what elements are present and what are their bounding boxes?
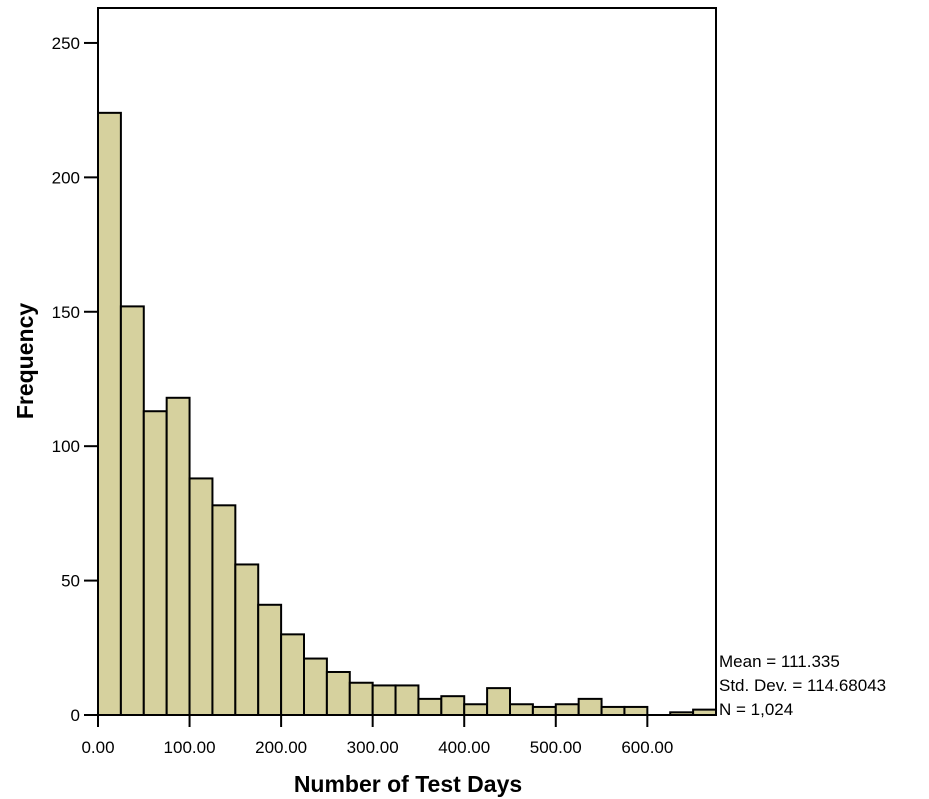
histogram-bar	[577, 697, 603, 717]
stats-std-dev: Std. Dev. = 114.68043	[719, 676, 886, 695]
y-tick-label: 200	[52, 168, 80, 187]
histogram-bar	[348, 681, 374, 717]
histogram-bar	[509, 703, 534, 716]
x-axis-title: Number of Test Days	[294, 771, 522, 797]
summary-statistics: Mean = 111.335 Std. Dev. = 114.68043 N =…	[719, 652, 886, 719]
x-axis: 0.00 100.00 200.00 300.00 400.00 500.00 600.00	[81, 715, 673, 757]
histogram-bar	[211, 504, 237, 716]
y-tick-label: 150	[52, 303, 80, 322]
histogram-bar	[417, 697, 443, 717]
stats-mean: Mean = 111.335	[719, 652, 840, 671]
x-tick-label: 300.00	[347, 738, 399, 757]
histogram-bars	[97, 111, 717, 717]
x-tick-label: 400.00	[438, 738, 490, 757]
histogram-bar	[165, 396, 191, 716]
x-tick-label: 500.00	[530, 738, 582, 757]
histogram-bar	[119, 305, 145, 716]
histogram-bar	[280, 633, 306, 717]
histogram-bar	[463, 703, 489, 716]
histogram-bar	[234, 563, 260, 716]
histogram-bar	[142, 410, 168, 716]
y-tick-label: 100	[52, 437, 80, 456]
histogram-bar	[554, 703, 580, 716]
histogram-bar	[257, 603, 283, 716]
histogram-bar	[486, 687, 512, 716]
plot-frame	[97, 7, 717, 716]
x-tick-label: 200.00	[255, 738, 307, 757]
histogram-bar	[325, 670, 351, 716]
y-tick-label: 0	[71, 706, 80, 725]
y-tick-label: 50	[61, 572, 80, 591]
histogram-bar	[371, 684, 397, 717]
histogram-bar	[97, 111, 122, 716]
histogram-bar	[623, 705, 649, 717]
x-tick-label: 600.00	[621, 738, 673, 757]
histogram-bar	[600, 705, 626, 717]
histogram-bar	[394, 684, 420, 717]
histogram-bar	[303, 657, 328, 717]
histogram-bar	[188, 477, 214, 716]
y-tick-label: 250	[52, 34, 80, 53]
y-axis: 0 50 100 150 200 250	[52, 34, 98, 725]
histogram-bar	[531, 705, 557, 717]
histogram-bar	[440, 695, 466, 716]
x-tick-label: 0.00	[81, 738, 114, 757]
y-axis-title: Frequency	[12, 303, 38, 420]
stats-n: N = 1,024	[719, 700, 793, 719]
x-tick-label: 100.00	[164, 738, 216, 757]
